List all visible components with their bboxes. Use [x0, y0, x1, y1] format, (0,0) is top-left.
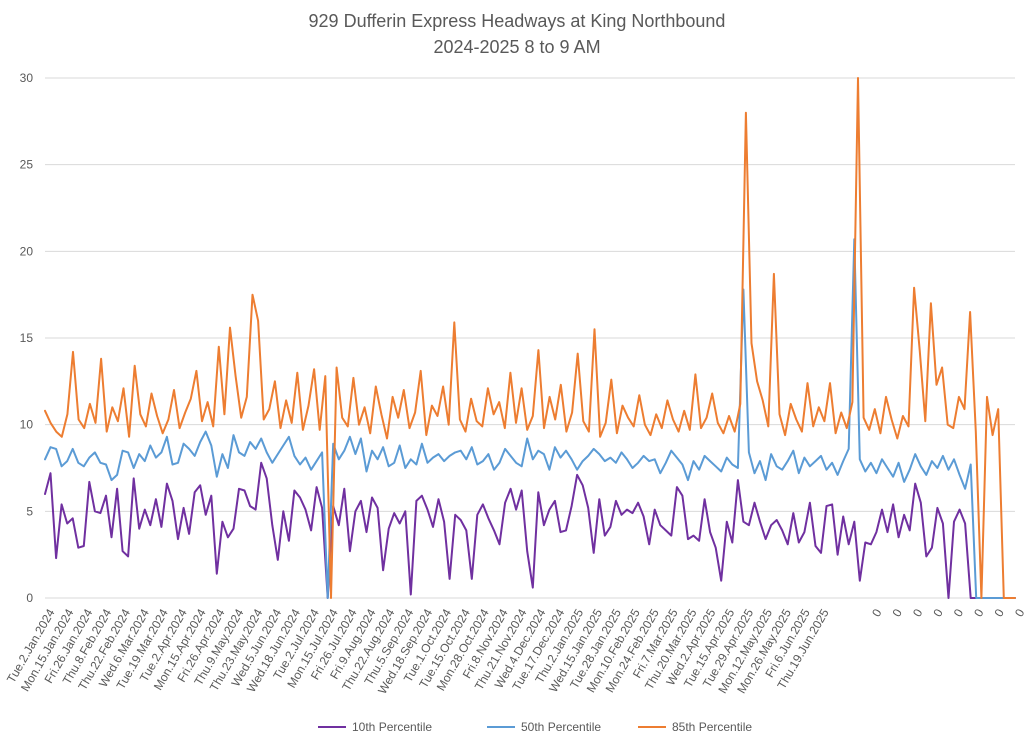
x-tick-label: 0 [1012, 606, 1024, 619]
x-tick-label: 0 [971, 606, 987, 619]
y-tick-label: 5 [26, 504, 33, 518]
y-tick-label: 15 [20, 331, 34, 345]
series-line-85th-percentile [44, 77, 1016, 599]
x-tick-label: 0 [910, 606, 926, 619]
chart-subtitle: 2024-2025 8 to 9 AM [433, 37, 600, 57]
y-tick-label: 0 [26, 591, 33, 605]
series-line-10th-percentile [44, 461, 1016, 599]
legend-label: 85th Percentile [672, 720, 752, 734]
y-axis-tick-labels: 0 5 10 15 20 25 30 [20, 71, 34, 605]
x-axis-tick-labels: Tue.2.Jan.2024Mon.15.Jan.2024Fri.26.Jan.… [4, 606, 1024, 696]
x-tick-label: 0 [951, 606, 967, 619]
legend: 10th Percentile 50th Percentile 85th Perce… [318, 720, 752, 734]
legend-item-85th-percentile: 85th Percentile [638, 720, 752, 734]
series-lines [44, 77, 1016, 599]
legend-item-10th-percentile: 10th Percentile [318, 720, 432, 734]
y-tick-label: 10 [20, 418, 34, 432]
series-line-50th-percentile [44, 238, 1016, 599]
legend-label: 50th Percentile [521, 720, 601, 734]
x-tick-label: 0 [890, 606, 906, 619]
x-tick-label: 0 [869, 606, 885, 619]
y-tick-label: 25 [20, 158, 34, 172]
legend-label: 10th Percentile [352, 720, 432, 734]
legend-item-50th-percentile: 50th Percentile [487, 720, 601, 734]
x-tick-label: 0 [930, 606, 946, 619]
y-tick-label: 20 [20, 244, 34, 258]
y-tick-label: 30 [20, 71, 34, 85]
x-tick-label: 0 [992, 606, 1008, 619]
chart-title: 929 Dufferin Express Headways at King No… [309, 11, 726, 31]
